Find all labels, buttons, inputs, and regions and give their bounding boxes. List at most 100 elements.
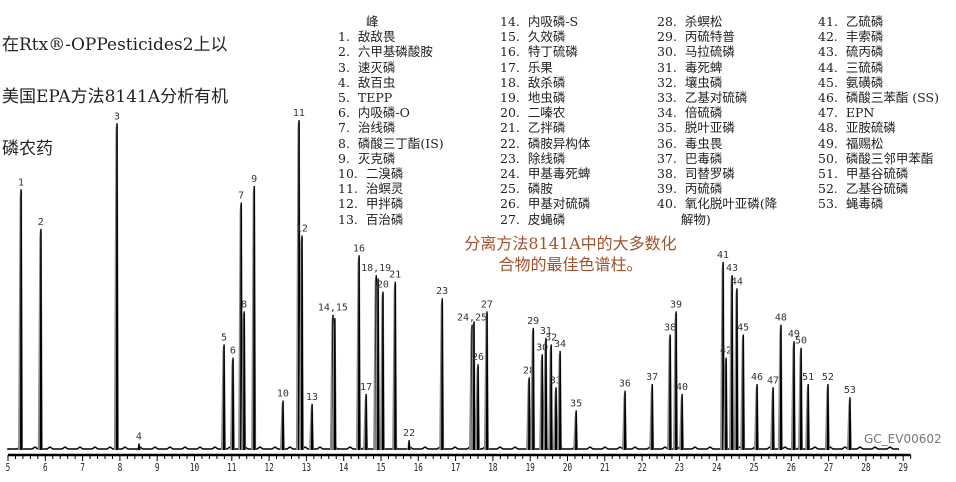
peak-51	[807, 384, 810, 450]
peak-22	[407, 440, 411, 450]
peak-label: 11	[293, 108, 305, 119]
peak-label: 49	[788, 329, 800, 340]
peak-35	[575, 410, 578, 450]
peak-label: 39	[670, 299, 682, 310]
peak-16	[357, 255, 361, 450]
peak-29	[532, 327, 535, 450]
peak-31	[544, 337, 548, 450]
peak-label: 13	[306, 392, 318, 403]
peak-13	[310, 403, 314, 450]
peak-label: 29	[527, 316, 539, 327]
legend-item: 28. 杀螟松	[657, 14, 723, 29]
peak-42	[725, 357, 728, 450]
peak-21	[394, 281, 397, 450]
legend-item: 30. 马拉硫磷	[657, 44, 735, 60]
peak-23	[441, 298, 444, 450]
legend-item: 42. 丰索磷	[818, 29, 884, 45]
x-tick-label: 14	[339, 462, 348, 475]
legend-item: 49. 福赐松	[818, 135, 884, 151]
peak-label: 26	[472, 352, 484, 363]
peak-label: 8	[241, 299, 247, 310]
peak-36	[623, 390, 627, 450]
legend-item: 53. 蝇毒磷	[818, 196, 884, 212]
legend-item: 15. 久效磷	[500, 29, 566, 45]
peak-label: 34	[554, 339, 566, 350]
legend-item: 24. 甲基毒死蜱	[500, 166, 591, 182]
x-tick-label: 28	[861, 462, 870, 475]
peak-26	[476, 364, 480, 450]
legend-item: 45. 氨磺磷	[818, 74, 884, 90]
legend-item: 50. 磷酸三邻甲苯酯	[818, 150, 934, 166]
peak-38	[669, 334, 672, 450]
peak-28	[528, 377, 531, 450]
peak-41	[722, 261, 725, 450]
peak-8	[243, 311, 246, 450]
peak-label: 22	[403, 428, 415, 439]
x-tick-label: 25	[749, 462, 758, 475]
legend-item: 20. 二嗪农	[500, 105, 566, 121]
legend-item: 8. 磷酸三丁酯(IS)	[338, 135, 444, 151]
peak-label: 16	[353, 243, 365, 254]
legend-column: 28. 杀螟松 29. 丙硫特普 30. 马拉硫磷 31. 毒死蜱 32. 壤虫磷 33.…	[657, 14, 777, 227]
peak-label: 5	[221, 332, 227, 343]
legend-item: 23. 除线磷	[500, 150, 566, 166]
peak-44	[735, 288, 739, 450]
legend-item: 35. 脱叶亚磷	[657, 120, 735, 136]
peak-label: 41	[717, 250, 729, 261]
peak-label: 35	[570, 398, 582, 409]
peak-label: 42	[720, 346, 732, 357]
legend-item: 47. EPN	[818, 105, 875, 121]
peak-50	[799, 347, 803, 450]
x-tick-label: 22	[637, 462, 646, 475]
peak-label: 9	[251, 174, 257, 185]
legend-item: 36. 毒虫畏	[657, 135, 723, 151]
x-tick-label: 7	[80, 462, 85, 475]
peak-label: 23	[436, 286, 448, 297]
legend-column: 41. 乙硫磷 42. 丰索磷 43. 硫丙磷 44. 三硫磷 45. 氨磺磷 46. 磷…	[818, 14, 939, 212]
peak-37	[651, 384, 654, 450]
peak-label: 27	[481, 299, 493, 310]
legend-item: 6. 内吸磷-O	[338, 105, 410, 121]
column-note: 分离方法8141A中的大多数化 合物的最佳色谱柱。	[448, 233, 693, 275]
peak-label: 6	[230, 346, 236, 357]
legend-item: 38. 司替罗磷	[657, 166, 735, 182]
peak-32	[550, 344, 553, 450]
x-tick-label: 5	[6, 462, 11, 475]
peak-52	[826, 384, 830, 450]
legend-item: 51. 甲基谷硫磷	[818, 166, 909, 182]
x-tick-label: 19	[526, 462, 535, 475]
x-tick-label: 12	[264, 462, 273, 475]
baseline	[7, 446, 899, 450]
peak-40	[681, 393, 684, 450]
legend-item: 17. 乐果	[500, 59, 553, 75]
legend-item: 29. 丙硫特普	[657, 29, 735, 45]
x-tick-label: 27	[824, 462, 833, 475]
peak-label: 40	[676, 382, 688, 393]
peak-label: 53	[844, 385, 856, 396]
legend-item: 21. 乙拌磷	[500, 120, 566, 136]
peak-19	[377, 278, 380, 450]
legend-item: 解物)	[657, 211, 711, 227]
title-line: 磷农药	[2, 139, 53, 159]
title-line: 在Rtx®-OPPesticides2上以	[2, 35, 228, 55]
peak-34	[559, 351, 562, 450]
legend-item: 26. 甲基对硫磷	[500, 196, 591, 212]
x-tick-label: 26	[787, 462, 796, 475]
peak-label: 20	[377, 280, 389, 291]
peak-2	[39, 228, 43, 450]
legend-item: 9. 灭克磷	[338, 150, 396, 166]
peak-25	[472, 321, 476, 450]
legend-item: 34. 倍硫磷	[657, 105, 723, 121]
title-line: 美国EPA方法8141A分析有机	[2, 87, 229, 107]
peak-label: 33	[550, 375, 562, 386]
peak-15	[333, 318, 337, 450]
peak-label: 37	[646, 372, 658, 383]
legend-item: 41. 乙硫磷	[818, 14, 884, 29]
legend-item: 43. 硫丙磷	[818, 44, 884, 60]
peak-label: 47	[767, 375, 779, 386]
x-tick-label: 24	[712, 462, 721, 475]
note-line: 合物的最佳色谱柱。	[498, 255, 643, 274]
legend-item: 1. 敌敌畏	[338, 29, 396, 45]
peak-label: 1	[18, 177, 24, 188]
